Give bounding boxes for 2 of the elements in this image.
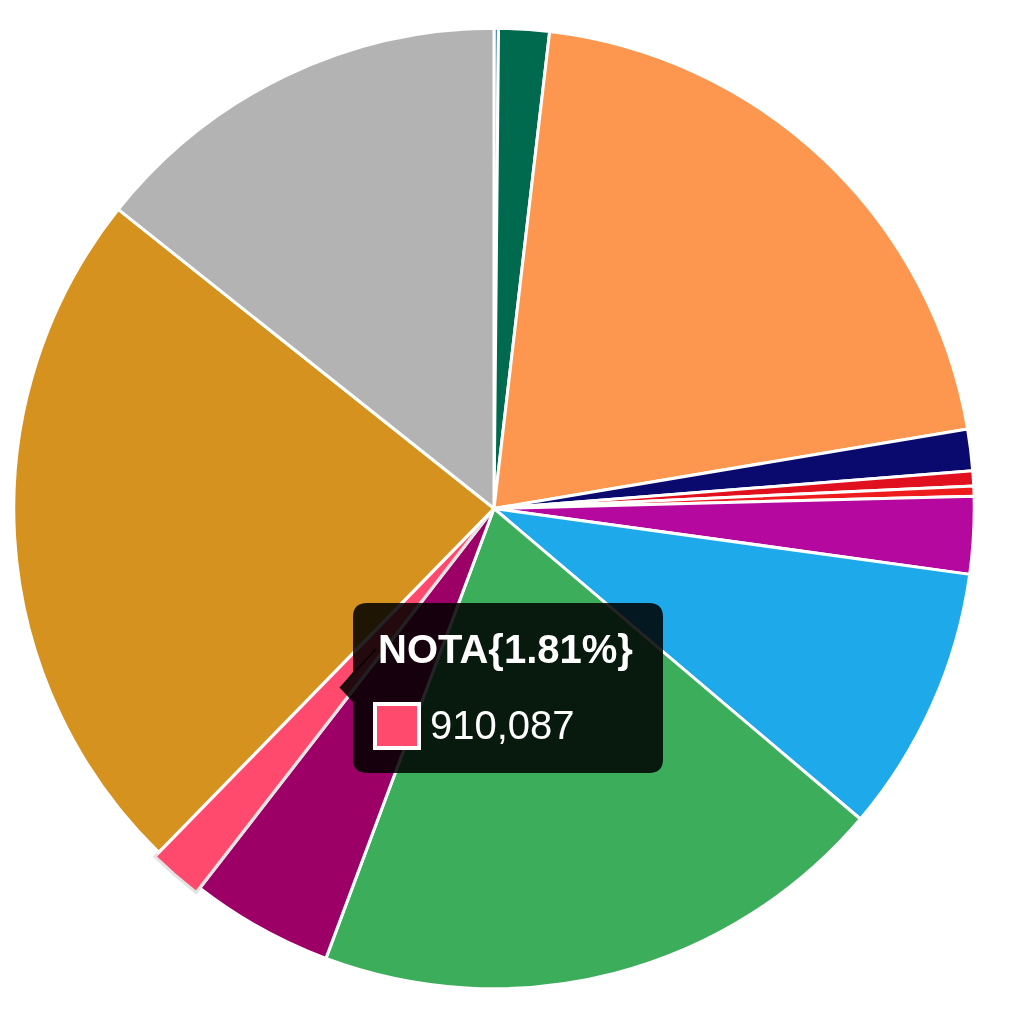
- slice-label: NOTA{1.81%}: [378, 627, 633, 671]
- text: 910,087: [430, 703, 575, 747]
